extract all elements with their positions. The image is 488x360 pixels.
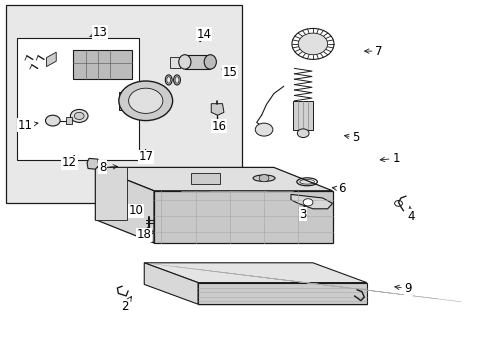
Ellipse shape xyxy=(144,230,153,234)
Polygon shape xyxy=(154,191,332,243)
Bar xyxy=(17,38,139,160)
Circle shape xyxy=(74,112,84,120)
Polygon shape xyxy=(95,167,127,220)
Text: 15: 15 xyxy=(222,66,237,78)
Polygon shape xyxy=(87,158,99,169)
Text: 10: 10 xyxy=(128,204,143,217)
Bar xyxy=(6,5,242,203)
Text: 6: 6 xyxy=(332,183,346,195)
Ellipse shape xyxy=(165,75,172,85)
Ellipse shape xyxy=(175,77,179,83)
Text: 9: 9 xyxy=(394,282,411,295)
Polygon shape xyxy=(66,117,72,124)
Ellipse shape xyxy=(166,77,170,83)
Text: 3: 3 xyxy=(299,206,306,221)
Circle shape xyxy=(303,199,312,206)
Polygon shape xyxy=(293,101,312,130)
Polygon shape xyxy=(290,194,332,209)
Text: 5: 5 xyxy=(344,131,359,144)
Polygon shape xyxy=(95,167,154,243)
Circle shape xyxy=(297,129,308,138)
Ellipse shape xyxy=(179,55,191,69)
Polygon shape xyxy=(73,50,132,79)
Text: 16: 16 xyxy=(211,120,226,132)
Text: 8: 8 xyxy=(99,161,117,174)
Bar xyxy=(190,173,220,184)
Polygon shape xyxy=(144,263,198,304)
Polygon shape xyxy=(211,104,224,115)
Ellipse shape xyxy=(204,55,216,69)
Polygon shape xyxy=(144,263,366,283)
Text: 14: 14 xyxy=(197,28,211,42)
Text: 7: 7 xyxy=(364,45,382,58)
Text: 13: 13 xyxy=(89,26,107,39)
Text: 1: 1 xyxy=(380,152,399,165)
Bar xyxy=(170,57,180,68)
Text: 11: 11 xyxy=(18,119,38,132)
Polygon shape xyxy=(119,92,138,110)
Circle shape xyxy=(119,81,172,121)
Polygon shape xyxy=(46,52,56,67)
Polygon shape xyxy=(184,55,210,69)
Circle shape xyxy=(255,123,272,136)
Polygon shape xyxy=(198,283,366,304)
Text: 2: 2 xyxy=(121,297,131,313)
Circle shape xyxy=(298,33,327,55)
Circle shape xyxy=(259,175,268,182)
Text: 17: 17 xyxy=(138,149,153,163)
Text: 18: 18 xyxy=(137,227,151,241)
Polygon shape xyxy=(95,167,332,191)
Text: 4: 4 xyxy=(406,206,414,222)
Circle shape xyxy=(70,109,88,122)
Text: 12: 12 xyxy=(62,156,77,169)
Circle shape xyxy=(45,115,60,126)
Ellipse shape xyxy=(173,75,180,85)
Ellipse shape xyxy=(253,175,274,181)
Circle shape xyxy=(128,88,163,113)
